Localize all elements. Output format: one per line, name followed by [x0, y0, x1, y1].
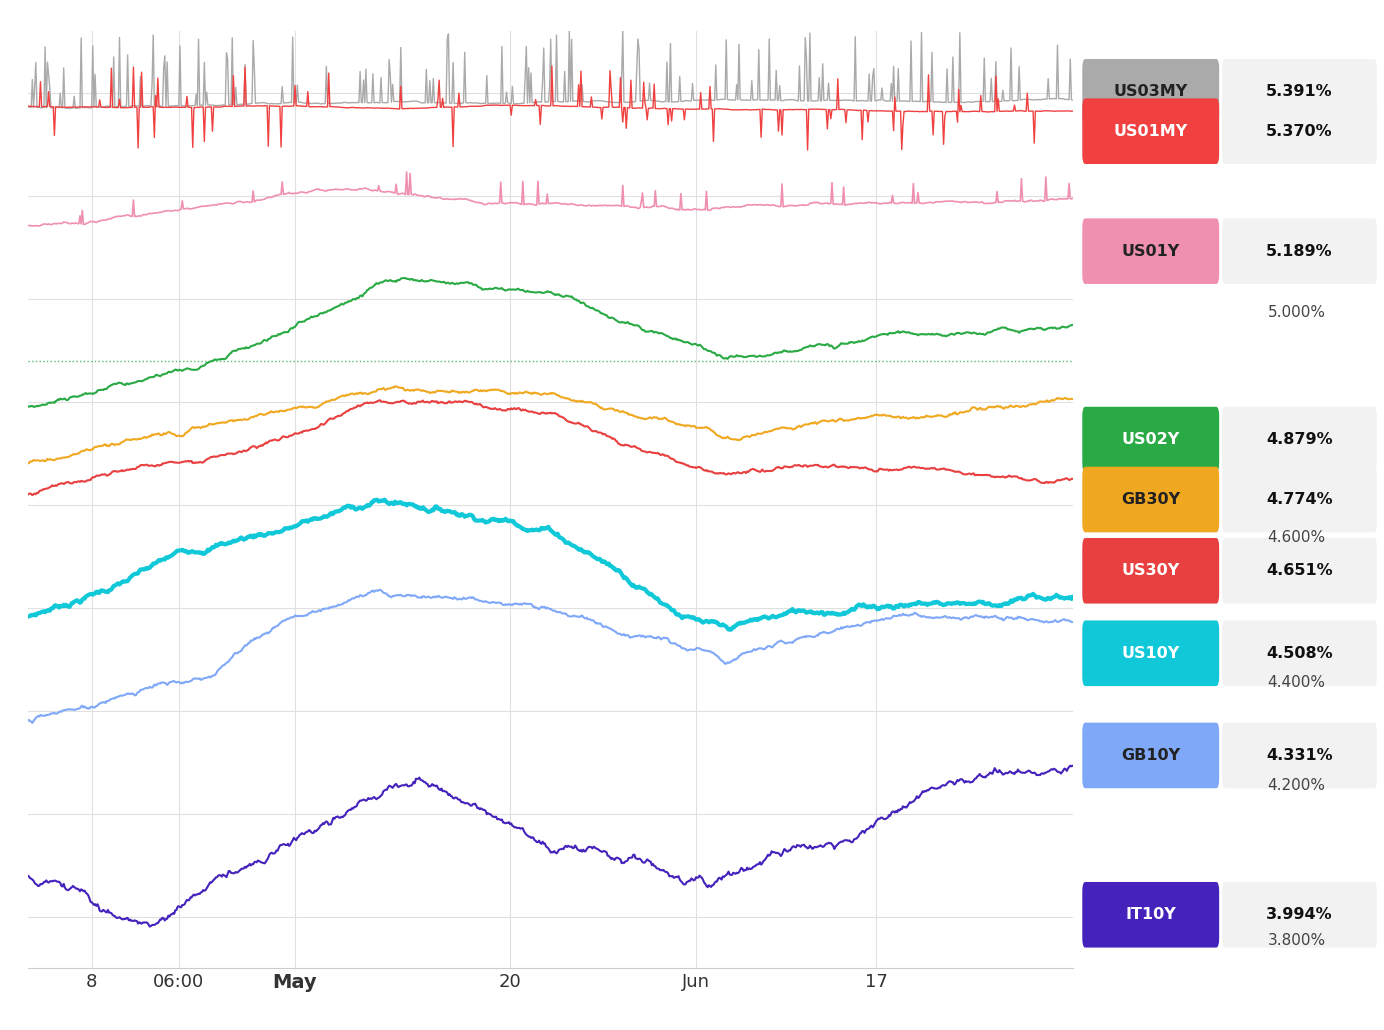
- Text: US01MY: US01MY: [1114, 124, 1187, 139]
- Text: 4.879%: 4.879%: [1266, 432, 1333, 447]
- FancyBboxPatch shape: [1222, 538, 1377, 604]
- Text: 4.200%: 4.200%: [1268, 778, 1326, 793]
- FancyBboxPatch shape: [1222, 723, 1377, 788]
- FancyBboxPatch shape: [1082, 467, 1219, 533]
- Text: US30Y: US30Y: [1121, 563, 1179, 578]
- Text: 4.400%: 4.400%: [1268, 675, 1326, 690]
- Text: 4.508%: 4.508%: [1266, 646, 1333, 661]
- Text: 5.370%: 5.370%: [1266, 124, 1333, 139]
- FancyBboxPatch shape: [1222, 407, 1377, 473]
- Text: 5.391%: 5.391%: [1266, 84, 1333, 99]
- Text: GB30Y: GB30Y: [1121, 492, 1181, 507]
- Text: GB10Y: GB10Y: [1121, 748, 1181, 763]
- FancyBboxPatch shape: [1082, 99, 1219, 164]
- Text: US03MY: US03MY: [1114, 84, 1187, 99]
- Text: IT10Y: IT10Y: [1125, 907, 1176, 922]
- Text: 4.331%: 4.331%: [1266, 748, 1333, 763]
- Text: US01Y: US01Y: [1121, 244, 1179, 259]
- FancyBboxPatch shape: [1082, 882, 1219, 948]
- FancyBboxPatch shape: [1222, 467, 1377, 533]
- Text: 4.651%: 4.651%: [1266, 563, 1333, 578]
- Text: 3.994%: 3.994%: [1266, 907, 1333, 922]
- FancyBboxPatch shape: [1222, 218, 1377, 284]
- Text: 3.800%: 3.800%: [1268, 932, 1326, 948]
- FancyBboxPatch shape: [1222, 59, 1377, 125]
- FancyBboxPatch shape: [1222, 99, 1377, 164]
- FancyBboxPatch shape: [1222, 882, 1377, 948]
- FancyBboxPatch shape: [1082, 538, 1219, 604]
- Text: 5.000%: 5.000%: [1268, 305, 1326, 319]
- FancyBboxPatch shape: [1082, 218, 1219, 284]
- FancyBboxPatch shape: [1222, 620, 1377, 686]
- Text: 4.774%: 4.774%: [1266, 492, 1333, 507]
- FancyBboxPatch shape: [1082, 723, 1219, 788]
- Text: 4.600%: 4.600%: [1268, 529, 1326, 545]
- FancyBboxPatch shape: [1082, 407, 1219, 473]
- FancyBboxPatch shape: [1082, 59, 1219, 125]
- Text: US02Y: US02Y: [1121, 432, 1179, 447]
- Text: 5.189%: 5.189%: [1266, 244, 1333, 259]
- Text: US10Y: US10Y: [1121, 646, 1179, 661]
- FancyBboxPatch shape: [1082, 620, 1219, 686]
